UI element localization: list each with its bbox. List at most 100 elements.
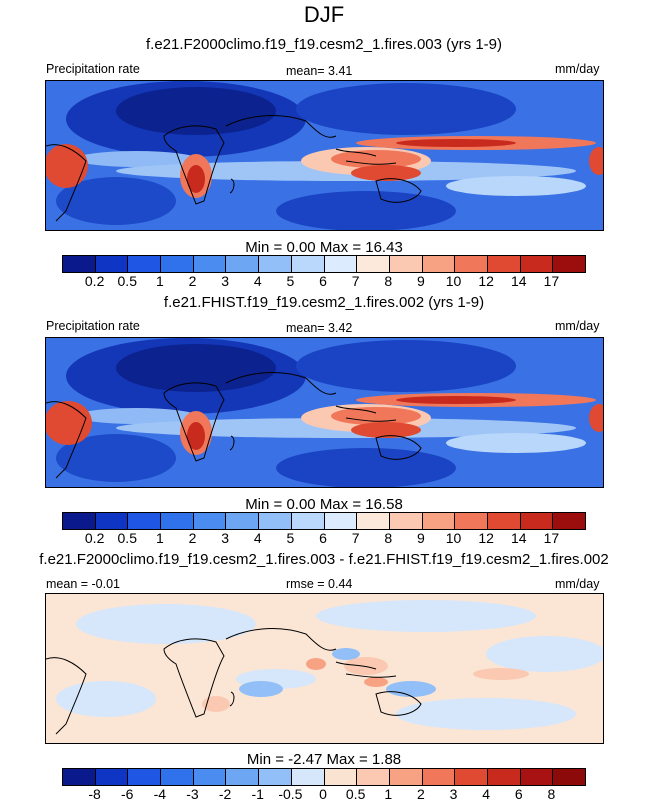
colorbar-tick-label: 3 [221, 273, 230, 289]
colorbar-swatch [487, 769, 521, 785]
colorbar-swatch [128, 256, 162, 272]
colorbar-tick-label: -4 [153, 786, 167, 802]
panel-2-title: f.e21.FHIST.f19_f19.cesm2_1.fires.002 (y… [163, 294, 485, 311]
colorbar-tick-label: 8 [384, 273, 393, 289]
colorbar-swatch [95, 256, 129, 272]
colorbar-tick-label: 17 [543, 530, 560, 546]
colorbar-swatch [422, 513, 456, 529]
colorbar-tick-label: 0 [319, 786, 327, 802]
colorbar-swatch [422, 769, 456, 785]
colorbar-swatch [63, 513, 96, 529]
colorbar-swatch [259, 256, 292, 272]
colorbar-tick-label: 7 [351, 273, 360, 289]
colorbar-tick-label: 7 [351, 530, 360, 546]
colorbar-tick-label: 10 [445, 273, 462, 289]
colorbar-tick-label: 14 [510, 273, 527, 289]
colorbar-swatch [357, 513, 390, 529]
panel-2-mean-label: mean= 3.42 [286, 321, 353, 335]
colorbar-tick-label: 4 [482, 786, 491, 802]
colorbar-swatch [193, 769, 227, 785]
colorbar-tick-label: 3 [221, 530, 230, 546]
colorbar-tick-label: -0.5 [278, 786, 303, 802]
colorbar-swatch [161, 769, 194, 785]
colorbar-tick-label: 4 [253, 273, 262, 289]
colorbar-tick-label: 12 [478, 273, 494, 289]
panel-3-title: f.e21.F2000climo.f19_f19.cesm2_1.fires.0… [39, 551, 609, 568]
panel-3-colorbar [62, 768, 586, 786]
colorbar-tick-label: 8 [547, 786, 556, 802]
colorbar-tick-label: 5 [286, 273, 295, 289]
colorbar-swatch [487, 513, 521, 529]
colorbar-tick-label: 3 [449, 786, 458, 802]
panel-3-diff-map [45, 593, 604, 744]
panel-1-units-label: mm/day [555, 62, 600, 76]
panel-3-rmse-label: rmse = 0.44 [286, 577, 353, 591]
panel-2-precip-map [45, 337, 604, 488]
colorbar-tick-label: 5 [286, 530, 295, 546]
panel-2-variable-label: Precipitation rate [46, 319, 140, 333]
colorbar-swatch [487, 256, 521, 272]
panel-2-colorbar [62, 512, 586, 530]
panel-3-colorbar-ticks: -8 -6 -4 -3 -2 -1 -0.5 0 0.5 1 2 3 4 6 8 [62, 786, 584, 804]
panel-2-min-max: Min = 0.00 Max = 16.58 [245, 496, 403, 513]
colorbar-tick-label: 1 [155, 530, 164, 546]
colorbar-swatch [259, 513, 292, 529]
colorbar-tick-label: 14 [510, 530, 527, 546]
colorbar-swatch [128, 769, 162, 785]
colorbar-tick-label: 0.5 [117, 273, 137, 289]
colorbar-tick-label: 8 [384, 530, 393, 546]
colorbar-swatch [324, 513, 358, 529]
colorbar-swatch [161, 513, 194, 529]
panel-3-units-label: mm/day [555, 577, 600, 591]
colorbar-tick-label: 0.2 [84, 530, 105, 546]
colorbar-swatch [455, 256, 488, 272]
colorbar-swatch [291, 513, 325, 529]
colorbar-swatch [324, 256, 358, 272]
figure-title: DJF [303, 2, 345, 27]
colorbar-swatch [520, 769, 554, 785]
colorbar-tick-label: 0.5 [345, 786, 366, 802]
panel-1-mean-label: mean= 3.41 [286, 64, 353, 78]
colorbar-swatch [389, 769, 423, 785]
colorbar-tick-label: 4 [253, 530, 262, 546]
colorbar-tick-label: 1 [155, 273, 164, 289]
colorbar-swatch [63, 256, 96, 272]
panel-1-precip-map [45, 80, 604, 231]
colorbar-tick-label: 0.2 [84, 273, 105, 289]
colorbar-tick-label: 10 [445, 530, 462, 546]
colorbar-swatch [259, 769, 292, 785]
colorbar-swatch [226, 769, 260, 785]
colorbar-swatch [553, 513, 585, 529]
panel-1-min-max: Min = 0.00 Max = 16.43 [245, 239, 403, 256]
colorbar-tick-label: 6 [514, 786, 523, 802]
colorbar-swatch [193, 256, 227, 272]
colorbar-tick-label: 6 [319, 530, 327, 546]
colorbar-swatch [161, 256, 194, 272]
colorbar-swatch [389, 256, 423, 272]
colorbar-swatch [193, 513, 227, 529]
colorbar-tick-label: -1 [251, 786, 264, 802]
colorbar-tick-label: -2 [218, 786, 232, 802]
colorbar-swatch [226, 513, 260, 529]
colorbar-swatch [95, 769, 129, 785]
colorbar-swatch [63, 769, 96, 785]
colorbar-tick-label: 2 [188, 530, 197, 546]
colorbar-swatch [520, 256, 554, 272]
colorbar-tick-label: 2 [188, 273, 197, 289]
panel-3-min-max: Min = -2.47 Max = 1.88 [246, 751, 402, 768]
panel-1-colorbar-ticks: 0.2 0.5 1 2 3 4 5 6 7 8 9 10 12 14 17 [62, 273, 584, 291]
colorbar-tick-label: 6 [319, 273, 327, 289]
panel-2-units-label: mm/day [555, 319, 600, 333]
panel-1-title: f.e21.F2000climo.f19_f19.cesm2_1.fires.0… [145, 36, 502, 53]
colorbar-tick-label: 17 [543, 273, 560, 289]
colorbar-tick-label: 2 [416, 786, 425, 802]
colorbar-swatch [520, 513, 554, 529]
colorbar-swatch [291, 769, 325, 785]
colorbar-tick-label: 1 [384, 786, 393, 802]
colorbar-tick-label: 9 [416, 273, 425, 289]
colorbar-swatch [455, 513, 488, 529]
panel-2-colorbar-ticks: 0.2 0.5 1 2 3 4 5 6 7 8 9 10 12 14 17 [62, 530, 584, 548]
colorbar-swatch [553, 769, 585, 785]
colorbar-swatch [291, 256, 325, 272]
colorbar-tick-label: -3 [186, 786, 199, 802]
